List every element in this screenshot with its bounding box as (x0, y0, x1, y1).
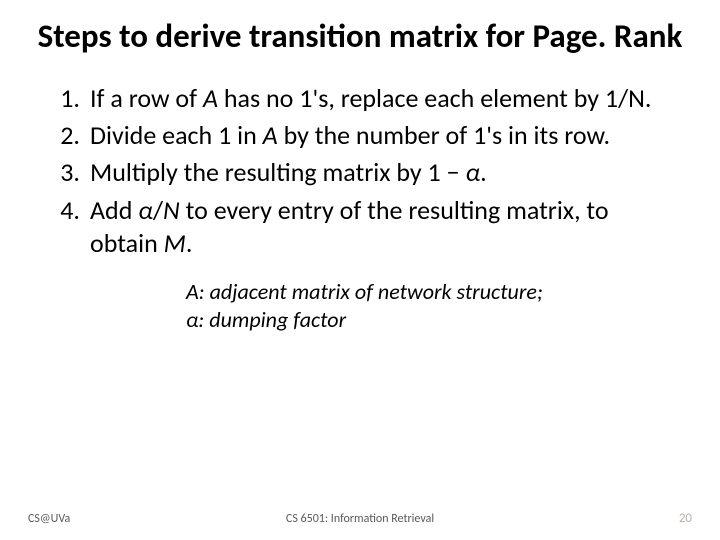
item-number: 4. (48, 194, 90, 261)
item-text: If a row of A has no 1's, replace each e… (90, 82, 676, 115)
slide-title: Steps to derive transition matrix for Pa… (36, 18, 684, 56)
text-italic: M (164, 227, 186, 259)
text-italic: A (263, 119, 278, 151)
text-fragment: has no 1's, replace each element by 1/N. (218, 82, 652, 114)
slide: Steps to derive transition matrix for Pa… (0, 0, 720, 540)
text-italic: A (203, 82, 218, 114)
text-italic: N (163, 194, 180, 226)
list-item: 4. Add α/N to every entry of the resulti… (48, 194, 676, 261)
slide-number: 20 (679, 511, 692, 526)
text-fragment: Multiply the resulting matrix by 1 − (90, 156, 465, 188)
text-italic: α (138, 194, 153, 226)
list-item: 1. If a row of A has no 1's, replace eac… (48, 82, 676, 115)
text-italic: α (465, 156, 480, 188)
list-item: 2. Divide each 1 in A by the number of 1… (48, 119, 676, 152)
text-fragment: If a row of (90, 82, 203, 114)
list-item: 3. Multiply the resulting matrix by 1 − … (48, 156, 676, 189)
item-number: 3. (48, 156, 90, 189)
note-line: A: adjacent matrix of network structure; (186, 278, 684, 306)
note-line: α: dumping factor (186, 306, 684, 334)
text-fragment: / (153, 194, 163, 226)
text-fragment: . (480, 156, 487, 188)
item-text: Divide each 1 in A by the number of 1's … (90, 119, 676, 152)
text-fragment: . (186, 227, 193, 259)
footer-center: CS 6501: Information Retrieval (286, 512, 434, 526)
steps-list: 1. If a row of A has no 1's, replace eac… (48, 82, 676, 260)
text-fragment: Divide each 1 in (90, 119, 263, 151)
item-text: Add α/N to every entry of the resulting … (90, 194, 676, 261)
text-fragment: by the number of 1's in its row. (278, 119, 610, 151)
footer: CS@UVa CS 6501: Information Retrieval 20 (0, 511, 720, 526)
footer-left: CS@UVa (28, 512, 70, 526)
item-number: 2. (48, 119, 90, 152)
item-number: 1. (48, 82, 90, 115)
note: A: adjacent matrix of network structure;… (186, 278, 684, 333)
text-fragment: Add (90, 194, 138, 226)
item-text: Multiply the resulting matrix by 1 − α. (90, 156, 676, 189)
